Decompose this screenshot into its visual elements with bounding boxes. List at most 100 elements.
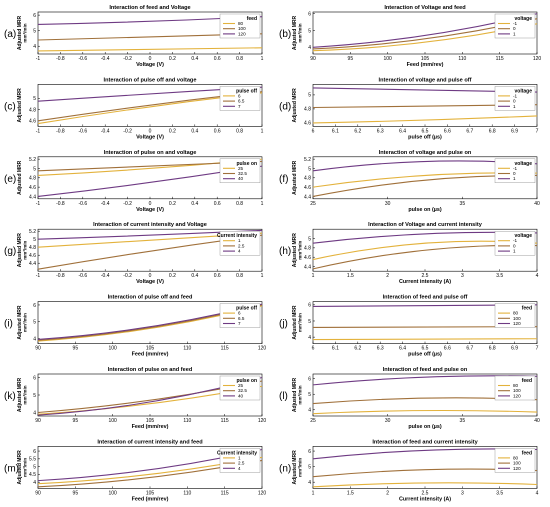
panel-label: (g) (4, 246, 16, 257)
y-axis-label: Adjusted MRR (292, 233, 298, 268)
y-axis-label-group: Adjusted MRR mm³/min (17, 378, 28, 413)
chart-panel-m: (m) Interaction of current intensity and … (4, 439, 266, 502)
x-axis-label: Voltage (V) (136, 62, 164, 68)
y-axis-unit: mm³/min (298, 313, 303, 332)
x-tick-label: 120 (533, 56, 542, 62)
y-axis-unit: mm³/min (298, 240, 303, 259)
y-axis-label-group: Adjusted MRR mm³/min (17, 450, 28, 485)
chart-title: Interaction of feed and pulse off (383, 295, 468, 301)
legend-entry: 25 (238, 166, 244, 171)
legend-entry: 25 (238, 383, 244, 388)
x-tick-label: 25 (310, 201, 316, 207)
chart-title: Interaction of current intensity and Vol… (93, 222, 207, 228)
chart-panel-c: (c) Interaction of pulse off and voltage 4… (4, 77, 264, 140)
chart-title: Interaction of Voltage and feed (384, 5, 466, 11)
x-tick-label: 115 (221, 418, 229, 424)
legend-entry: 120 (513, 321, 521, 326)
legend-entry: 1 (238, 455, 241, 460)
y-tick-label: 4 (308, 335, 311, 341)
legend-title: pulse on (236, 378, 257, 384)
x-tick-label: 95 (73, 346, 79, 352)
x-tick-label: 6 (312, 346, 315, 352)
y-tick-label: 6 (33, 13, 36, 19)
panel-label: (e) (4, 174, 16, 185)
x-tick-label: 0.4 (191, 56, 198, 62)
panel-label: (n) (279, 463, 291, 474)
x-tick-label: 0 (149, 201, 152, 207)
x-tick-label: 100 (108, 418, 117, 424)
y-tick-label: 4.6 (29, 119, 36, 125)
y-axis-label-group: Adjusted MRR (292, 88, 298, 123)
x-tick-label: 110 (183, 490, 191, 496)
legend-title: pulse off (236, 88, 257, 94)
x-tick-label: 105 (421, 56, 430, 62)
x-tick-label: -0.8 (56, 56, 65, 62)
y-tick-label: 4.5 (29, 472, 36, 478)
y-axis-label-group: Adjusted MRR mm³/min (292, 233, 303, 268)
x-tick-label: -0.4 (101, 201, 110, 207)
y-tick-label: 4 (33, 44, 36, 50)
x-tick-label: 0.2 (169, 128, 176, 134)
x-tick-label: -0.8 (56, 273, 65, 279)
panel-label: (m) (4, 463, 19, 474)
x-tick-label: 0.4 (191, 201, 198, 207)
legend-entry: 100 (513, 388, 521, 393)
legend-entry: 6 (238, 311, 241, 316)
x-tick-label: -1 (36, 56, 41, 62)
y-tick-label: 5 (308, 392, 311, 398)
series-line--1 (312, 115, 538, 124)
y-tick-label: 6 (33, 375, 36, 381)
x-tick-label: 0.6 (214, 128, 221, 134)
x-axis-label: pulse off (µs) (408, 352, 442, 358)
legend-entry: 1 (238, 238, 241, 243)
x-tick-label: -0.4 (101, 128, 110, 134)
x-tick-label: 120 (258, 490, 267, 496)
x-tick-label: 100 (108, 346, 117, 352)
legend-entry: 0 (513, 26, 516, 31)
x-tick-label: 0.6 (214, 273, 221, 279)
x-tick-label: 1.5 (347, 273, 354, 279)
panel-label: (f) (279, 174, 288, 185)
x-axis-label: Voltage (V) (136, 207, 164, 213)
x-tick-label: 0.4 (191, 128, 198, 134)
y-tick-label: 6 (308, 303, 311, 309)
x-tick-label: 90 (35, 346, 41, 352)
y-axis-label-group: Adjusted MRR mm³/min (292, 450, 303, 485)
x-tick-label: 6.7 (466, 128, 473, 134)
chart-panel-n: (n) Interaction of feed and current inten… (279, 439, 539, 502)
y-tick-label: 6 (33, 303, 36, 309)
legend: voltage-101 (494, 158, 536, 184)
x-tick-label: 95 (73, 490, 79, 496)
legend-title: voltage (514, 88, 532, 94)
y-tick-label: 5 (33, 393, 36, 399)
y-axis-label: Adjusted MRR (17, 450, 23, 485)
y-axis-label-group: Adjusted MRR mm³/min (17, 233, 28, 268)
y-tick-label: 4.4 (304, 264, 311, 270)
x-tick-label: 110 (458, 56, 466, 62)
x-tick-label: -0.6 (78, 201, 87, 207)
x-tick-label: 7 (536, 346, 539, 352)
y-axis-label: Adjusted MRR (17, 378, 23, 413)
chart-panel-f: (f) Interaction of voltage and pulse on 4.… (279, 150, 540, 213)
legend-entry: 7 (238, 104, 241, 109)
y-tick-label: 4 (33, 480, 36, 486)
x-tick-label: 6.6 (444, 128, 451, 134)
y-axis-label: Adjusted MRR (292, 160, 298, 195)
legend-entry: 80 (513, 383, 519, 388)
x-tick-label: 6.6 (444, 346, 451, 352)
x-tick-label: 115 (496, 56, 504, 62)
x-tick-label: 0.2 (169, 201, 176, 207)
x-tick-label: 2.5 (422, 490, 429, 496)
chart-panel-j: (j) Interaction of feed and pulse off 4 5 6 6… (279, 295, 539, 358)
legend-entry: 0 (513, 99, 516, 104)
chart-title: Interaction of pulse off and voltage (104, 77, 197, 83)
x-tick-label: 0 (149, 56, 152, 62)
x-tick-label: 30 (385, 418, 391, 424)
y-axis-label-group: Adjusted MRR mm³/min (17, 305, 28, 340)
x-tick-label: 6.9 (511, 128, 518, 134)
y-tick-label: 4.4 (304, 194, 311, 200)
series-line-80 (312, 482, 538, 488)
legend-title: feed (247, 16, 257, 22)
